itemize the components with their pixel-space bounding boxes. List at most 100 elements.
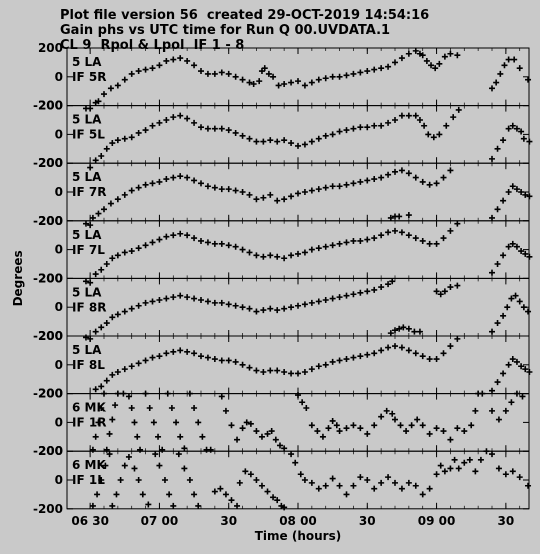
- data-point: [405, 112, 412, 119]
- data-point: [260, 253, 267, 260]
- y-tick-label: -200: [33, 156, 63, 170]
- data-point: [322, 361, 329, 368]
- data-point: [518, 363, 525, 370]
- data-point: [378, 122, 385, 129]
- data-point: [526, 193, 533, 200]
- data-point: [125, 393, 132, 400]
- data-point: [387, 214, 394, 221]
- data-point: [319, 433, 326, 440]
- y-tick-label: 0: [55, 243, 63, 257]
- data-point: [389, 410, 396, 417]
- panel-frame: [66, 335, 530, 395]
- data-point: [246, 364, 253, 371]
- data-point: [173, 419, 180, 426]
- data-point: [253, 308, 260, 315]
- data-point: [477, 456, 484, 463]
- data-point: [184, 174, 191, 181]
- data-point: [426, 485, 433, 492]
- data-point: [191, 119, 198, 126]
- data-point: [322, 132, 329, 139]
- data-point: [247, 471, 254, 478]
- data-point: [512, 292, 519, 299]
- data-point: [489, 269, 496, 276]
- data-point: [378, 65, 385, 72]
- x-tick-label: 30: [498, 514, 515, 528]
- data-point: [513, 125, 520, 132]
- data-point: [308, 187, 315, 194]
- data-point: [239, 361, 246, 368]
- panel-station-label: 6 MK: [72, 401, 106, 415]
- data-point: [204, 183, 211, 190]
- data-point: [495, 465, 502, 472]
- data-point: [350, 125, 357, 132]
- data-point: [314, 428, 321, 435]
- data-point: [281, 137, 288, 144]
- data-point: [433, 425, 440, 432]
- data-point: [109, 502, 116, 509]
- y-tick-label: -200: [33, 271, 63, 285]
- data-point: [505, 243, 512, 250]
- data-point: [392, 168, 399, 175]
- data-point: [163, 350, 170, 357]
- data-point: [336, 482, 343, 489]
- data-point: [260, 369, 267, 375]
- data-point: [426, 181, 433, 188]
- data-point: [177, 55, 184, 62]
- data-point: [184, 294, 191, 301]
- data-point: [186, 390, 193, 397]
- data-point: [288, 370, 295, 377]
- y-tick-label: 200: [38, 271, 63, 285]
- data-point: [489, 451, 496, 458]
- data-point: [522, 191, 529, 198]
- data-point: [350, 237, 357, 244]
- data-point: [371, 286, 378, 293]
- data-point: [371, 176, 378, 183]
- data-point: [197, 353, 204, 360]
- data-point: [412, 235, 419, 242]
- data-point: [436, 131, 443, 138]
- data-point: [135, 360, 142, 367]
- x-axis-label: Time (hours): [255, 529, 341, 543]
- data-point: [109, 371, 116, 378]
- panel-band-label: IF 1L: [72, 473, 105, 487]
- data-point: [455, 106, 462, 113]
- data-point: [120, 390, 127, 397]
- panel-band-label: IF 7L: [72, 243, 105, 257]
- data-point: [211, 125, 218, 132]
- data-point: [295, 302, 301, 309]
- data-point: [295, 142, 301, 149]
- data-point: [419, 353, 426, 360]
- data-point: [288, 304, 295, 311]
- data-point: [121, 249, 128, 256]
- data-point: [175, 451, 182, 458]
- header-line-3: CL 9 Rpol & Lpol IF 1 - 8: [60, 38, 245, 53]
- data-point: [199, 433, 206, 440]
- data-point: [204, 239, 211, 246]
- data-point: [509, 122, 516, 129]
- data-point: [114, 82, 121, 89]
- data-point: [218, 299, 225, 306]
- data-point: [525, 482, 532, 489]
- data-point: [325, 425, 332, 432]
- data-point: [253, 367, 260, 374]
- data-point: [472, 468, 479, 475]
- data-point: [412, 350, 419, 357]
- data-point: [392, 59, 399, 66]
- data-point: [275, 82, 282, 89]
- data-point: [163, 295, 170, 302]
- data-point: [494, 206, 501, 213]
- data-point: [177, 433, 184, 440]
- data-point: [274, 253, 281, 260]
- data-point: [403, 428, 410, 435]
- data-point: [225, 70, 232, 77]
- data-point: [385, 229, 392, 236]
- data-point: [113, 491, 120, 498]
- data-point: [505, 125, 512, 132]
- data-point: [364, 177, 371, 184]
- data-point: [191, 405, 198, 411]
- data-point: [508, 295, 515, 302]
- data-point: [87, 105, 94, 112]
- data-point: [211, 184, 218, 191]
- panel-band-label: IF 8L: [72, 358, 105, 372]
- data-point: [371, 485, 378, 492]
